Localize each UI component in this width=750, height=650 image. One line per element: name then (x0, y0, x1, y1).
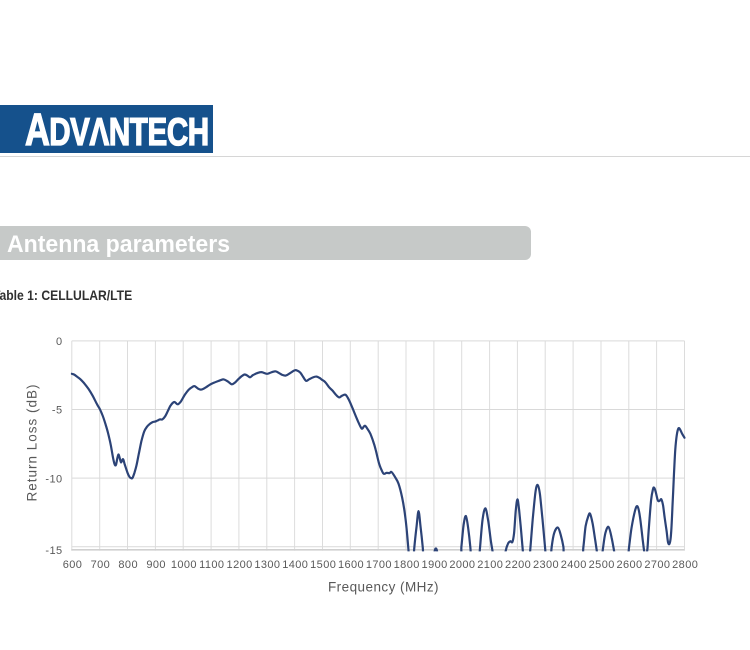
svg-text:2600: 2600 (616, 559, 642, 571)
svg-text:2300: 2300 (533, 559, 559, 571)
svg-text:2800: 2800 (672, 559, 698, 571)
svg-text:-5: -5 (52, 405, 63, 417)
svg-text:1600: 1600 (338, 559, 364, 571)
svg-text:Return Loss (dB): Return Loss (dB) (25, 383, 40, 501)
svg-text:1300: 1300 (254, 559, 280, 571)
svg-text:2400: 2400 (561, 559, 587, 571)
svg-text:2000: 2000 (449, 559, 475, 571)
svg-text:1700: 1700 (366, 559, 392, 571)
svg-text:800: 800 (118, 559, 138, 571)
svg-text:700: 700 (91, 559, 111, 571)
svg-text:1100: 1100 (199, 559, 224, 571)
svg-text:1400: 1400 (282, 559, 308, 571)
svg-text:Frequency (MHz): Frequency (MHz) (328, 580, 439, 595)
svg-text:1200: 1200 (227, 559, 253, 571)
svg-text:-10: -10 (45, 473, 62, 485)
svg-text:900: 900 (146, 559, 166, 571)
svg-text:1500: 1500 (310, 559, 336, 571)
svg-text:1800: 1800 (394, 559, 420, 571)
svg-text:2700: 2700 (644, 559, 670, 571)
svg-text:0: 0 (56, 336, 63, 348)
svg-text:1000: 1000 (171, 559, 197, 571)
svg-text:-15: -15 (45, 545, 62, 557)
svg-text:2200: 2200 (505, 559, 531, 571)
svg-text:2500: 2500 (589, 559, 615, 571)
svg-text:1900: 1900 (422, 559, 448, 571)
svg-text:600: 600 (63, 559, 83, 571)
svg-text:2100: 2100 (477, 559, 503, 571)
